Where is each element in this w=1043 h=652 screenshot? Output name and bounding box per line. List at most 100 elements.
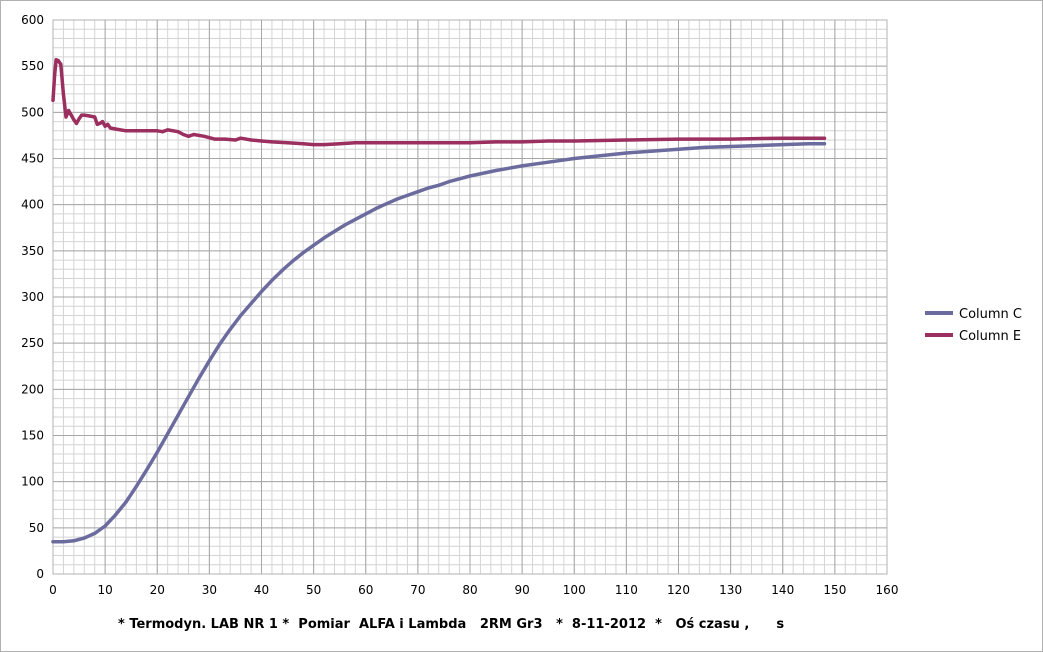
series-1-point bbox=[343, 223, 347, 227]
x-axis-label: * Termodyn. LAB NR 1 * Pomiar ALFA i Lam… bbox=[118, 617, 784, 632]
x-tick-label: 120 bbox=[667, 583, 690, 597]
series-1-point bbox=[113, 513, 118, 517]
series-1-point bbox=[729, 144, 733, 149]
series-1-point bbox=[822, 142, 827, 146]
series-1-point bbox=[259, 289, 264, 294]
series-2-point bbox=[312, 143, 316, 147]
series-2-point bbox=[181, 132, 185, 137]
y-tick-label: 550 bbox=[21, 59, 44, 73]
series-1-point bbox=[468, 174, 472, 178]
x-tick-label: 80 bbox=[462, 583, 477, 597]
series-2-point bbox=[202, 134, 206, 138]
series-2-point bbox=[233, 138, 238, 142]
series-1-point bbox=[51, 540, 55, 544]
series-1-point bbox=[82, 536, 86, 540]
series-2-point bbox=[166, 128, 170, 132]
y-tick-label: 200 bbox=[21, 382, 44, 396]
series-1-point bbox=[291, 259, 295, 263]
series-1-point bbox=[781, 143, 785, 147]
y-tick-label: 250 bbox=[21, 336, 44, 350]
x-tick-label: 20 bbox=[150, 583, 165, 597]
series-1-point bbox=[624, 151, 628, 155]
y-tick-label: 500 bbox=[21, 105, 44, 119]
series-2-point bbox=[546, 139, 550, 143]
series-1-point bbox=[702, 145, 707, 150]
series-2-point bbox=[494, 140, 498, 144]
series-2-point bbox=[322, 143, 326, 147]
x-tick-label: 110 bbox=[615, 583, 638, 597]
series-1-point bbox=[270, 278, 274, 282]
series-2-point bbox=[160, 130, 165, 134]
series-2-point bbox=[52, 73, 57, 77]
series-1-point bbox=[364, 212, 368, 216]
x-tick-label: 160 bbox=[876, 583, 899, 597]
series-1-point bbox=[301, 251, 305, 255]
series-1-point bbox=[93, 531, 97, 535]
x-tick-label: 60 bbox=[358, 583, 373, 597]
series-2-point bbox=[145, 129, 149, 133]
series-1-point bbox=[176, 413, 180, 417]
legend-label: Column E bbox=[959, 329, 1021, 344]
series-1-point bbox=[598, 154, 602, 158]
series-2-point bbox=[80, 113, 84, 117]
x-tick-label: 0 bbox=[49, 583, 57, 597]
series-2-point bbox=[822, 136, 827, 140]
series-1-point bbox=[650, 149, 655, 153]
series-2-point bbox=[285, 141, 290, 145]
x-tick-label: 140 bbox=[771, 583, 794, 597]
series-1-point bbox=[332, 229, 337, 234]
y-axis-tick-labels: 0 50 100 150 200 250 300 350 400 450 500 550 600 bbox=[21, 13, 44, 581]
x-tick-label: 70 bbox=[410, 583, 425, 597]
series-1-point bbox=[353, 217, 357, 222]
series-2-point bbox=[51, 98, 55, 102]
series-2-point bbox=[155, 129, 159, 133]
series-1-point bbox=[416, 190, 420, 194]
series-2-point bbox=[134, 129, 138, 133]
series-1-point bbox=[405, 193, 410, 198]
x-tick-label: 30 bbox=[202, 583, 217, 597]
series-1-point bbox=[249, 301, 253, 306]
series-2-point bbox=[192, 132, 196, 137]
series-1-point bbox=[103, 524, 107, 528]
series-1-point bbox=[546, 160, 550, 164]
series-1-point bbox=[197, 376, 201, 380]
series-1-point bbox=[134, 484, 138, 488]
series-2-point bbox=[124, 129, 128, 133]
series-1-point bbox=[228, 327, 232, 331]
series-2-point bbox=[468, 141, 472, 145]
series-2-point bbox=[572, 139, 576, 143]
series-2-point bbox=[103, 124, 107, 128]
series-1-point bbox=[572, 156, 576, 161]
series-1-point bbox=[145, 468, 149, 472]
series-2-point bbox=[77, 117, 81, 121]
series-2-point bbox=[249, 138, 253, 142]
series-2-point bbox=[113, 127, 118, 131]
series-1-point bbox=[374, 206, 378, 210]
series-1-point bbox=[312, 243, 316, 247]
series-2-point bbox=[186, 134, 191, 138]
series-1-point bbox=[437, 183, 441, 187]
series-2-point bbox=[82, 113, 86, 117]
legend: Column C Column E bbox=[925, 307, 1022, 344]
series-1-point bbox=[520, 164, 524, 168]
series-2-point bbox=[74, 121, 79, 126]
series-1-point bbox=[239, 313, 243, 318]
series-1-point bbox=[280, 268, 284, 272]
series-1-point bbox=[322, 236, 326, 240]
y-tick-label: 600 bbox=[21, 13, 44, 27]
series-1-point bbox=[155, 450, 159, 454]
series-1-point bbox=[676, 147, 681, 151]
y-tick-label: 450 bbox=[21, 152, 44, 166]
y-tick-label: 50 bbox=[29, 521, 44, 535]
series-2-point bbox=[223, 137, 227, 141]
series-lines bbox=[51, 57, 827, 544]
series-2-point bbox=[270, 140, 274, 144]
series-2-point bbox=[353, 141, 357, 145]
series-1-point bbox=[807, 142, 811, 146]
series-2-point bbox=[61, 92, 66, 96]
series-2-point bbox=[729, 137, 733, 141]
series-2-point bbox=[442, 141, 446, 145]
series-1-point bbox=[72, 539, 76, 543]
series-2-point bbox=[676, 137, 681, 141]
x-tick-label: 100 bbox=[563, 583, 586, 597]
